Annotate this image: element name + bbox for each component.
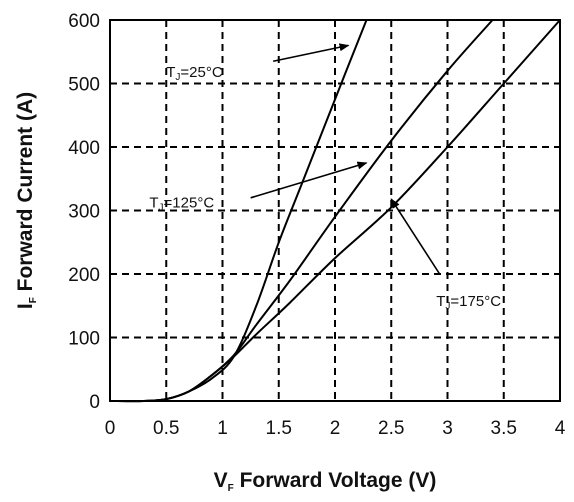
annotation-arrow-1 [272, 43, 350, 63]
annotation-group: TJ=25°C TJ=125°C TJ=175°C [149, 43, 501, 312]
x-tick-label: 1.5 [266, 418, 292, 439]
x-tick-label: 3.5 [491, 418, 517, 439]
x-tick-label: 4 [555, 418, 566, 439]
x-tick-label: 0 [105, 418, 116, 439]
y-tick-label: 200 [68, 265, 100, 286]
y-tick-label: 600 [68, 11, 100, 32]
x-tick-label: 0.5 [153, 418, 179, 439]
x-tick-labels: 0 0.5 1 1.5 2 2.5 3 3.5 4 [105, 418, 566, 439]
annotation-arrow-2 [250, 161, 368, 199]
x-tick-label: 2 [330, 418, 341, 439]
annotation-label-1: TJ=25°C [166, 64, 223, 83]
y-tick-labels: 0 100 200 300 400 500 600 [68, 11, 100, 413]
y-axis-title: IF Forward Current (A) [14, 92, 39, 309]
x-axis-title: VF Forward Voltage (V) [214, 469, 437, 494]
annotation-arrow-3 [390, 198, 441, 275]
y-tick-label: 100 [68, 329, 100, 350]
y-tick-label: 400 [68, 138, 100, 159]
y-tick-label: 300 [68, 202, 100, 223]
plot-frame [109, 19, 561, 402]
curve-group [109, 19, 561, 403]
annotation-label-3: TJ=175°C [436, 293, 501, 312]
curve-line-3 [109, 19, 561, 403]
y-tick-label: 0 [89, 392, 100, 413]
x-tick-label: 2.5 [378, 418, 404, 439]
x-tick-label: 3 [442, 418, 453, 439]
x-tick-label: 1 [217, 418, 228, 439]
y-tick-label: 500 [68, 75, 100, 96]
annotation-label-2: TJ=125°C [149, 194, 214, 213]
